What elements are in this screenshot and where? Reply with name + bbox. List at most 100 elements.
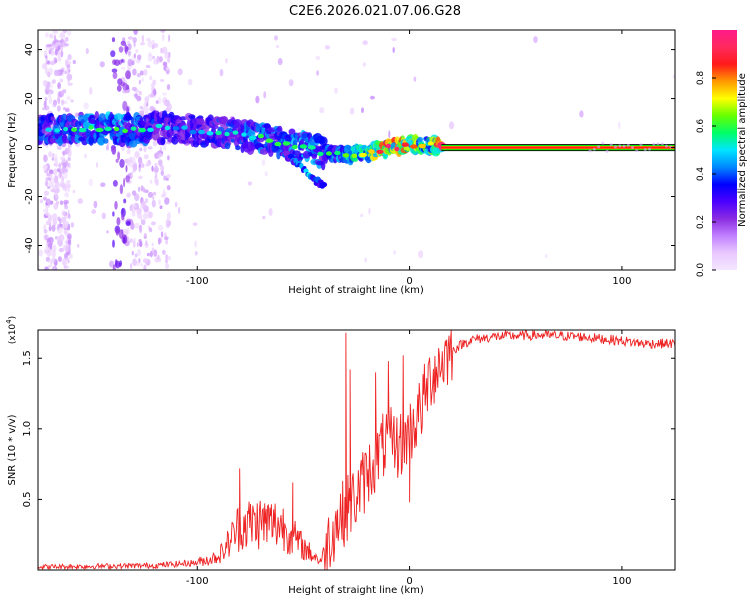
band-speckle: [626, 143, 630, 147]
noise-speckle: [121, 214, 125, 221]
noise-speckle: [264, 171, 268, 177]
noise-speckle: [53, 168, 58, 176]
noise-speckle: [137, 248, 141, 257]
noise-speckle: [158, 257, 161, 263]
noise-speckle: [147, 53, 154, 62]
noise-speckle: [46, 172, 51, 177]
ridge-peak: [130, 126, 137, 131]
noise-speckle: [158, 237, 161, 245]
ridge-peak: [410, 144, 418, 149]
noise-speckle: [140, 219, 146, 226]
noise-speckle: [133, 237, 137, 243]
noise-speckle: [125, 175, 131, 183]
ridge-peak: [265, 138, 274, 143]
colorbar-label: Normalized spectral amplitude: [737, 73, 748, 227]
x-tick-label: -100: [186, 576, 209, 587]
noise-speckle: [111, 68, 118, 73]
noise-speckle: [56, 46, 61, 51]
noise-speckle: [163, 236, 169, 241]
noise-speckle: [130, 222, 135, 230]
noise-speckle: [146, 252, 150, 257]
noise-speckle: [42, 208, 49, 213]
noise-speckle: [362, 62, 366, 67]
snr-y-label: SNR (10 * v/v): [7, 414, 18, 485]
noise-speckle: [121, 66, 126, 70]
noise-speckle: [49, 181, 54, 188]
ridge-peak: [385, 143, 391, 149]
noise-speckle: [91, 209, 97, 214]
noise-speckle: [56, 105, 61, 112]
noise-speckle: [151, 221, 156, 226]
spectrogram-x-label: Height of straight line (km): [288, 285, 424, 296]
noise-speckle: [145, 240, 148, 246]
noise-speckle: [45, 55, 48, 59]
colorbar-tick-label: 0.4: [696, 167, 706, 182]
noise-speckle: [44, 266, 49, 270]
noise-speckle: [59, 218, 62, 226]
noise-speckle: [133, 30, 138, 35]
noise-speckle: [45, 32, 49, 38]
noise-speckle: [43, 80, 48, 85]
noise-speckle: [58, 163, 62, 167]
noise-speckle: [166, 174, 171, 178]
noise-speckle: [59, 32, 65, 39]
noise-speckle: [49, 81, 53, 89]
noise-speckle: [50, 259, 53, 267]
noise-speckle: [364, 257, 368, 263]
noise-speckle: [112, 211, 115, 217]
noise-speckle: [54, 180, 60, 189]
noise-speckle: [60, 99, 65, 106]
noise-speckle: [127, 36, 133, 40]
noise-speckle: [393, 250, 396, 255]
colorbar-tick-label: 0.2: [696, 215, 706, 229]
noise-speckle: [138, 110, 145, 115]
colorbar: 0.0 0.2 0.4 0.6 0.8 Normalized spectral ampl…: [696, 30, 748, 277]
noise-speckle: [67, 209, 70, 217]
noise-speckle: [70, 99, 74, 103]
noise-speckle: [41, 63, 48, 70]
noise-speckle: [139, 147, 143, 152]
ridge-peak: [292, 144, 298, 150]
noise-speckle: [61, 159, 67, 163]
noise-speckle: [152, 79, 155, 86]
band-speckle: [631, 145, 634, 149]
noise-speckle: [160, 165, 165, 172]
noise-speckle: [52, 30, 59, 34]
noise-speckle: [261, 159, 266, 166]
noise-speckle: [350, 107, 355, 115]
y-tick-label: 1.5: [22, 350, 33, 366]
ridge-peak: [114, 126, 120, 132]
noise-speckle: [187, 78, 193, 86]
noise-speckle: [142, 213, 149, 220]
noise-speckle: [163, 175, 167, 181]
noise-speckle: [133, 93, 138, 97]
noise-speckle: [152, 139, 158, 147]
noise-speckle: [45, 83, 50, 90]
noise-speckle: [151, 39, 155, 47]
x-tick-label: 0: [406, 576, 412, 587]
noise-speckle: [62, 107, 67, 111]
noise-speckle: [124, 43, 127, 54]
noise-speckle: [167, 256, 172, 261]
noise-speckle: [167, 155, 170, 161]
noise-speckle: [131, 170, 136, 174]
spectrogram-y-label: Frequency (Hz): [7, 112, 18, 188]
noise-speckle: [143, 233, 147, 239]
ridge-peak: [248, 135, 257, 141]
noise-speckle: [144, 106, 149, 115]
ridge-cell: [318, 136, 328, 146]
noise-speckle: [127, 58, 133, 67]
noise-speckle: [75, 112, 79, 118]
noise-speckle: [152, 196, 155, 200]
noise-speckle: [160, 30, 166, 33]
ridge-cell: [288, 128, 296, 136]
ridge-cell: [321, 160, 326, 171]
band-core: [441, 146, 675, 149]
noise-speckle: [131, 250, 134, 256]
noise-speckle: [114, 59, 120, 66]
noise-speckle: [166, 212, 171, 220]
noise-speckle: [392, 47, 395, 53]
noise-speckle: [165, 66, 170, 71]
noise-speckle: [122, 236, 126, 244]
noise-speckle: [63, 265, 67, 269]
